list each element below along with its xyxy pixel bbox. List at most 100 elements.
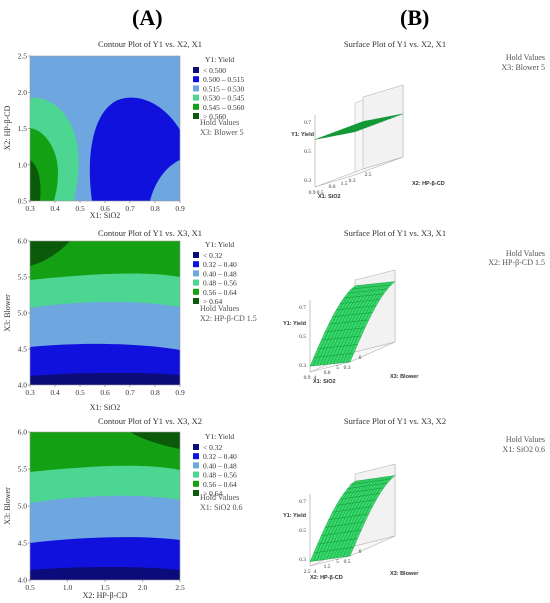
legend-swatch: [193, 279, 199, 286]
y-tick-label: 2.5: [18, 52, 28, 61]
z-tick-label: 0.5: [304, 149, 311, 155]
y-tick-label: 0.5: [18, 197, 28, 206]
z-tick-label: 0.7: [299, 305, 306, 311]
z-tick-label: 0.3: [299, 557, 306, 563]
surface3-hold-value: X1: SiO2 0.6: [503, 445, 545, 454]
legend-swatch: [193, 288, 199, 295]
x-tick-label: 0.6: [324, 370, 331, 376]
y-tick-label: 0.5: [317, 190, 324, 196]
x-tick-label: 0.9: [304, 375, 311, 381]
contour3-xlabel: X2: HP-β-CD: [83, 591, 128, 600]
contour3-x-ticks: 0.5 1.0 1.5 2.0 2.5: [25, 580, 185, 592]
legend-swatch: [193, 85, 199, 92]
legend-label: 0.515 – 0.530: [203, 84, 245, 93]
surface-plot-1: Surface Plot of Y1 vs. X2, X1 Hold Value…: [291, 39, 545, 200]
surface3-zlabel: Y1: Yield: [283, 513, 306, 519]
y-tick-label: 6: [359, 355, 362, 361]
surface-cell: [387, 475, 396, 480]
contour1-hold-title: Hold Values: [200, 118, 239, 127]
surface2-box: 0.7 0.5 0.3 0.3 0.6 0.9 4 5 6: [299, 269, 396, 381]
contour3-title: Contour Plot of Y1 vs. X3, X2: [98, 416, 202, 426]
surface3-title: Surface Plot of Y1 vs. X3, X2: [344, 416, 446, 426]
x-tick-label: 0.3: [349, 178, 356, 184]
contour2-x-ticks: 0.3 0.4 0.5 0.6 0.7 0.8 0.9: [25, 385, 185, 397]
legend-swatch: [193, 453, 199, 460]
contour1-fills: [30, 56, 180, 201]
z-tick-label: 0.5: [299, 528, 306, 534]
x-tick-label: 1.0: [63, 583, 73, 592]
x-tick-label: 0.8: [150, 204, 160, 213]
contour3-ylabel: X3: Blower: [3, 487, 12, 525]
x-tick-label: 0.5: [25, 583, 35, 592]
surface2-ylabel: X3: Blower: [390, 374, 419, 380]
surface3-hold-title: Hold Values: [506, 435, 545, 444]
contour1-xlabel: X1: SiO2: [90, 211, 120, 220]
y-tick-label: 4.5: [18, 345, 28, 354]
surface1-box: 0.70.50.3 0.30.60.9 0.51.52.5: [304, 84, 404, 196]
legend-swatch: [193, 490, 199, 496]
legend-swatch: [193, 67, 199, 73]
contour-plot-2: Contour Plot of Y1 vs. X3, X1 0.3 0.4 0.5 0…: [3, 228, 257, 412]
y-tick-label: 1.5: [18, 124, 28, 133]
z-tick-label: 0.3: [304, 178, 311, 184]
contour3-y-ticks: 4.0 4.5 5.0 5.5 6.0: [18, 428, 30, 585]
legend-label: 0.56 – 0.64: [203, 480, 237, 489]
legend-swatch: [193, 480, 199, 487]
legend-label: > 0.64: [203, 489, 222, 498]
contour2-title: Contour Plot of Y1 vs. X3, X1: [98, 228, 202, 238]
panel-label-b: (B): [400, 5, 429, 30]
surface1-xlabel: X1: SiO2: [318, 194, 341, 200]
legend-swatch: [193, 261, 199, 268]
x-tick-label: 0.5: [344, 559, 351, 565]
x-tick-label: 0.3: [25, 388, 35, 397]
legend-swatch: [193, 113, 199, 119]
contour2-y-ticks: 4.0 4.5 5.0 5.5 6.0: [18, 237, 30, 390]
contour2-xlabel: X1: SiO2: [90, 403, 120, 412]
contour2-legend-title: Y1: Yield: [205, 240, 234, 249]
contour2-hold-title: Hold Values: [200, 304, 239, 313]
x-tick-label: 0.7: [125, 204, 135, 213]
x-tick-label: 1.5: [100, 583, 110, 592]
x-tick-label: 2.5: [175, 583, 185, 592]
contour2-legend: Y1: Yield < 0.320.32 – 0.400.40 – 0.480.…: [193, 240, 237, 306]
legend-swatch: [193, 471, 199, 478]
y-tick-label: 4.0: [18, 576, 28, 585]
x-tick-label: 2.5: [304, 569, 311, 575]
y-tick-label: 6.0: [18, 237, 28, 246]
contour2-band-056-064: [30, 241, 180, 280]
y-tick-label: 1.0: [18, 160, 28, 169]
contour3-legend-title: Y1: Yield: [205, 432, 234, 441]
x-tick-label: 0.6: [329, 184, 336, 190]
y-tick-label: 5.0: [18, 502, 28, 511]
contour1-x-ticks: 0.3 0.4 0.5 0.6 0.7 0.8 0.9: [25, 201, 185, 213]
y-tick-label: 1.5: [341, 181, 348, 187]
y-tick-label: 5.5: [18, 273, 28, 282]
legend-label: 0.32 – 0.40: [203, 260, 237, 269]
y-tick-label: 4: [314, 375, 317, 381]
surface1-hold-value: X3: Blower 5: [501, 63, 545, 72]
y-tick-label: 4.0: [18, 381, 28, 390]
contour1-band-0515-053-lower-right: [150, 160, 180, 201]
legend-label: 0.48 – 0.56: [203, 471, 237, 480]
x-tick-label: 0.7: [125, 388, 135, 397]
y-tick-label: 2.5: [365, 172, 372, 178]
legend-swatch: [193, 462, 199, 469]
z-tick-label: 0.7: [304, 120, 311, 126]
y-tick-label: 2.0: [18, 88, 28, 97]
legend-label: < 0.32: [203, 443, 222, 452]
surface-cell: [395, 113, 404, 117]
contour3-legend: Y1: Yield < 0.320.32 – 0.400.40 – 0.480.…: [193, 432, 237, 498]
x-tick-label: 0.3: [344, 365, 351, 371]
x-tick-label: 0.8: [150, 388, 160, 397]
contour2-ylabel: X3: Blower: [3, 294, 12, 332]
legend-swatch: [193, 103, 199, 110]
legend-swatch: [193, 76, 199, 83]
surface3-ylabel: X3: Blower: [390, 571, 419, 577]
legend-label: < 0.500: [203, 66, 226, 75]
z-tick-label: 0.7: [299, 499, 306, 505]
side-wall: [362, 84, 404, 170]
z-tick-label: 0.3: [299, 363, 306, 369]
legend-swatch: [193, 270, 199, 277]
